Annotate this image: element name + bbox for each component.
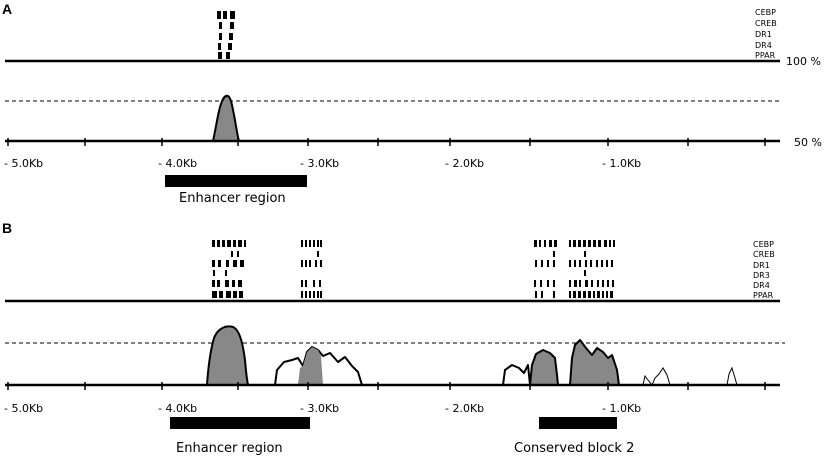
tick-label-4kb: - 4.0Kb — [158, 402, 197, 415]
panel-a-enhancer-bar — [165, 175, 307, 187]
tick-label-1kb: - 1.0Kb — [602, 157, 641, 170]
panel-b-conserved-block-label: Conserved block 2 — [514, 441, 634, 456]
panel-b-tick-marks — [7, 382, 766, 390]
peak-enhancer — [206, 325, 249, 386]
panel-a-pct-50: 50 % — [794, 136, 822, 149]
tf-label-ppar: PPAR — [755, 51, 776, 60]
peak-block2-left — [529, 349, 559, 386]
panel-b-tick-labels: - 5.0Kb - 4.0Kb - 3.0Kb - 2.0Kb - 1.0Kb — [4, 402, 641, 415]
tick-label-4kb: - 4.0Kb — [158, 157, 197, 170]
tf-label-dr1: DR1 — [755, 30, 772, 39]
tf-label-dr1: DR1 — [753, 261, 770, 270]
minor-peak-1 — [642, 374, 653, 386]
panel-b-conserved-block-bar — [539, 417, 617, 429]
peak-secondary-fill — [298, 347, 323, 385]
tick-label-1kb: - 1.0Kb — [602, 402, 641, 415]
panel-a-tf-sites — [217, 11, 235, 59]
tf-label-dr4: DR4 — [753, 281, 770, 290]
tick-label-2kb: - 2.0Kb — [445, 157, 484, 170]
panel-b-enhancer-bar — [170, 417, 310, 429]
tick-label-3kb: - 3.0Kb — [300, 402, 339, 415]
panel-b-conservation-peaks — [206, 325, 620, 386]
panel-b-letter: B — [2, 220, 12, 236]
tick-label-3kb: - 3.0Kb — [300, 157, 339, 170]
panel-a-conservation-peak — [211, 94, 241, 142]
peak-block2-right — [569, 339, 620, 386]
minor-peak-3 — [726, 366, 738, 386]
tf-label-creb: CREB — [753, 250, 775, 259]
panel-a-pct-100: 100 % — [786, 55, 821, 68]
tf-label-creb: CREB — [755, 19, 777, 28]
tf-label-dr4: DR4 — [755, 41, 772, 50]
tf-label-ppar: PPAR — [753, 291, 774, 300]
minor-peak-2 — [651, 367, 671, 386]
panel-b-tf-labels: CEBP CREB DR1 DR3 DR4 PPAR — [753, 240, 775, 300]
tick-label-5kb: - 5.0Kb — [4, 402, 43, 415]
panel-b-minor-peaks — [642, 366, 738, 386]
panel-a-tick-marks — [7, 138, 766, 146]
panel-a-enhancer-label: Enhancer region — [179, 191, 286, 206]
tick-label-2kb: - 2.0Kb — [445, 402, 484, 415]
panel-b-enhancer-label: Enhancer region — [176, 441, 283, 456]
panel-b-tf-sites — [212, 240, 615, 298]
panel-a-letter: A — [2, 1, 12, 17]
panel-a-tf-labels: CEBP CREB DR1 DR4 PPAR — [755, 8, 777, 60]
tf-label-cebp: CEBP — [755, 8, 776, 17]
panel-a-tick-labels: - 5.0Kb - 4.0Kb - 3.0Kb - 2.0Kb - 1.0Kb — [4, 157, 641, 170]
tf-label-cebp: CEBP — [753, 240, 774, 249]
peak-block2-small-outline — [502, 364, 531, 386]
tf-label-dr3: DR3 — [753, 271, 770, 280]
tick-label-5kb: - 5.0Kb — [4, 157, 43, 170]
